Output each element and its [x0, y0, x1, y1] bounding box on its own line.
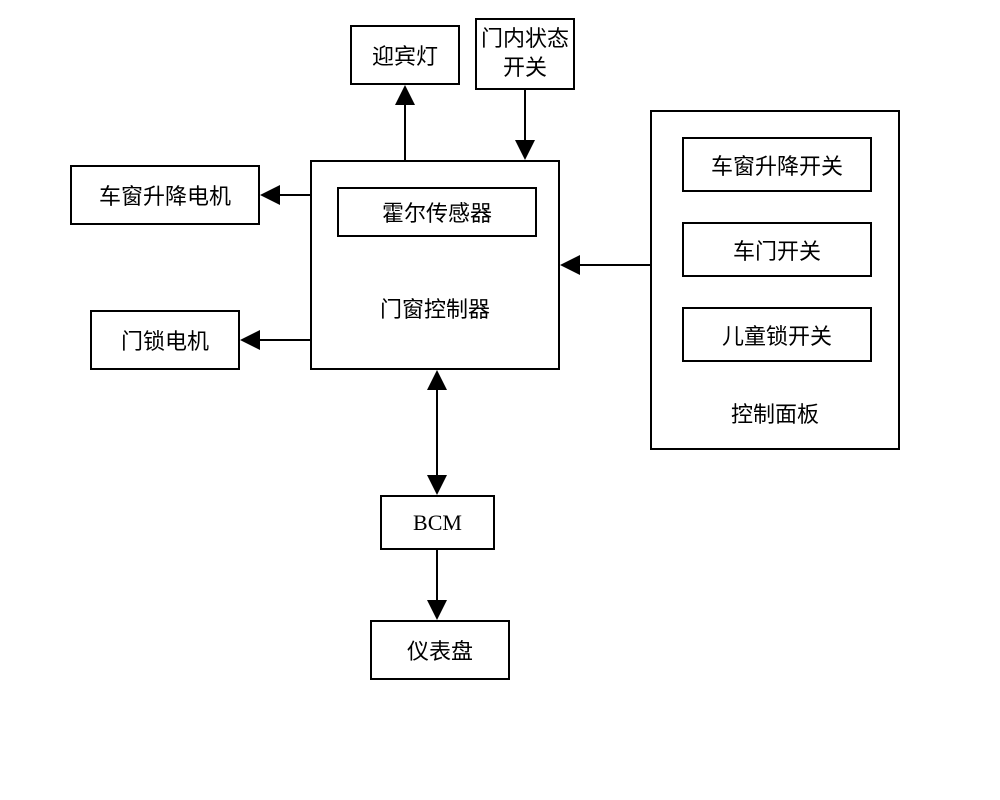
window-switch-box: 车窗升降开关 [682, 137, 872, 192]
lock-motor-box: 门锁电机 [90, 310, 240, 370]
window-motor-box: 车窗升降电机 [70, 165, 260, 225]
controller-box: 霍尔传感器 门窗控制器 [310, 160, 560, 370]
dashboard-label: 仪表盘 [407, 634, 473, 666]
controller-label: 门窗控制器 [380, 297, 490, 322]
controller-label-wrap: 门窗控制器 [312, 292, 558, 324]
door-switch-label: 车门开关 [733, 234, 821, 266]
window-switch-label: 车窗升降开关 [711, 149, 843, 181]
child-lock-box: 儿童锁开关 [682, 307, 872, 362]
welcome-light-label: 迎宾灯 [372, 39, 438, 71]
door-status-switch-box: 门内状态开关 [475, 18, 575, 90]
welcome-light-box: 迎宾灯 [350, 25, 460, 85]
door-status-switch-label: 门内状态开关 [477, 25, 573, 82]
control-panel-label: 控制面板 [731, 402, 819, 427]
hall-sensor-box: 霍尔传感器 [337, 187, 537, 237]
bcm-box: BCM [380, 495, 495, 550]
dashboard-box: 仪表盘 [370, 620, 510, 680]
child-lock-label: 儿童锁开关 [722, 319, 832, 351]
window-motor-label: 车窗升降电机 [99, 179, 231, 211]
hall-sensor-label: 霍尔传感器 [382, 196, 492, 228]
bcm-label: BCM [413, 510, 462, 536]
control-panel-label-wrap: 控制面板 [652, 397, 898, 429]
door-switch-box: 车门开关 [682, 222, 872, 277]
lock-motor-label: 门锁电机 [121, 324, 209, 356]
control-panel-box: 车窗升降开关 车门开关 儿童锁开关 控制面板 [650, 110, 900, 450]
